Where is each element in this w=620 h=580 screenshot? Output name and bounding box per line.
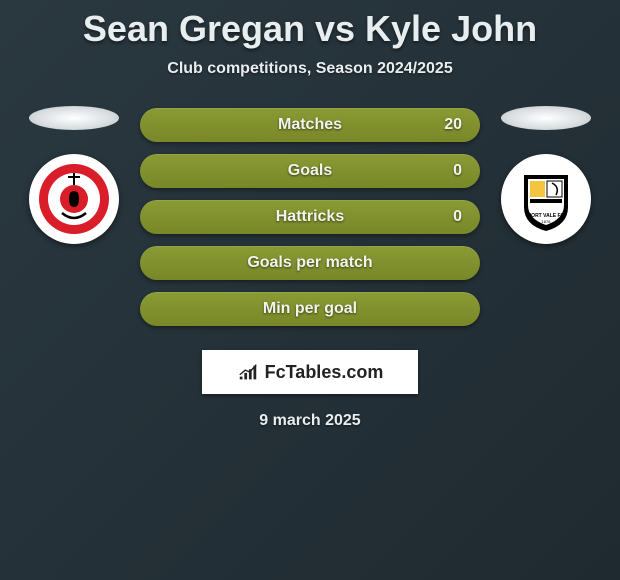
chart-icon [237,361,259,383]
right-crest-icon: PORT VALE FC 1876 [506,159,586,239]
left-player-chip [29,106,119,130]
branding-badge[interactable]: FcTables.com [202,350,418,394]
fleetwood-town-crest [29,154,119,244]
stat-label: Min per goal [263,300,357,318]
stat-label: Hattricks [276,208,344,226]
stat-value: 0 [453,208,462,226]
comparison-card: Sean Gregan vs Kyle John Club competitio… [0,0,620,430]
date-label: 9 march 2025 [0,412,620,430]
branding-text: FcTables.com [265,362,384,383]
stat-bar-matches: Matches 20 [140,108,480,142]
stat-bar-hattricks: Hattricks 0 [140,200,480,234]
page-title: Sean Gregan vs Kyle John [0,8,620,50]
right-player-column: PORT VALE FC 1876 [496,106,596,244]
left-crest-icon [34,159,114,239]
left-player-column [24,106,124,244]
stat-bar-min-per-goal: Min per goal [140,292,480,326]
stat-value: 20 [444,116,462,134]
port-vale-crest: PORT VALE FC 1876 [501,154,591,244]
stat-bar-goals: Goals 0 [140,154,480,188]
stat-bars: Matches 20 Goals 0 Hattricks 0 Goals per… [140,106,480,326]
page-subtitle: Club competitions, Season 2024/2025 [0,60,620,78]
right-player-chip [501,106,591,130]
main-row: Matches 20 Goals 0 Hattricks 0 Goals per… [0,106,620,326]
stat-label: Matches [278,116,342,134]
stat-label: Goals per match [247,254,372,272]
stat-bar-goals-per-match: Goals per match [140,246,480,280]
stat-value: 0 [453,162,462,180]
stat-label: Goals [288,162,332,180]
svg-text:1876: 1876 [542,219,552,224]
